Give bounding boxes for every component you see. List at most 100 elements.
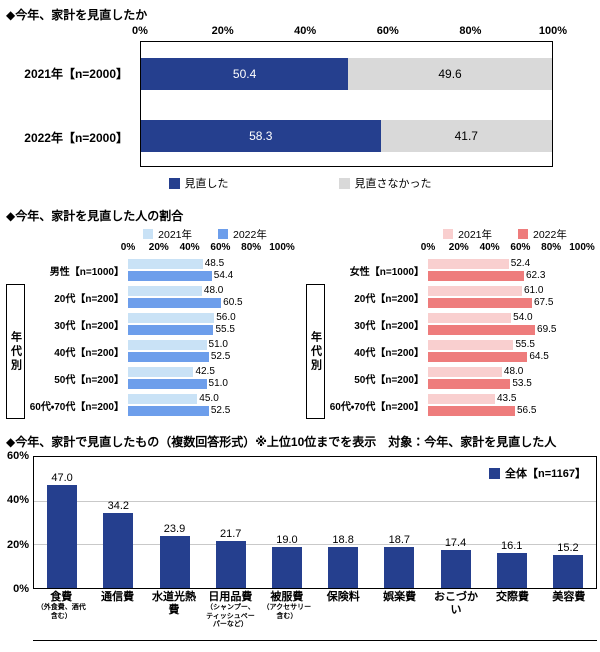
category-label: 20代【n=200】	[354, 294, 424, 305]
x-axis-tick: 80%	[459, 25, 482, 37]
x-axis-tick: 100%	[538, 25, 568, 37]
bar	[47, 485, 78, 588]
panel-rows: 女性【n=1000】 52.4 62.3 20代【n=200】 61.0 67.5 30代【…	[304, 257, 596, 419]
legend-label: 全体【n=1167】	[504, 468, 586, 480]
value-label: 52.5	[210, 351, 231, 362]
category-label: 日用品費	[208, 591, 253, 603]
stacked-bar-row: 50.4 49.6	[141, 58, 552, 90]
legend-label: 2022年	[533, 228, 567, 241]
x-axis-tick: 100%	[269, 242, 295, 253]
x-axis-tick: 80%	[241, 242, 262, 253]
chart3-plot-area: 全体【n=1167】 47.0 34.2 23.9 21.7 19.0 18.8 18.7 1…	[33, 456, 597, 589]
chart2-panels: 2021年 2022年 0% 20% 40% 60% 80% 100% 年代別 男性【n=1000…	[0, 226, 600, 419]
value-label: 56.0	[216, 312, 236, 323]
bar-slot: 21.7	[203, 457, 259, 588]
category-label: 2021年【n=2000】	[24, 66, 128, 81]
bar-2022	[428, 271, 524, 281]
x-axis-tick: 100%	[569, 242, 595, 253]
x-axis-tick: 40%	[179, 242, 200, 253]
bar-slot: 18.7	[371, 457, 427, 588]
bar-track: 48.0 60.5	[128, 284, 282, 311]
chart1-plot-area: 50.4 49.6 58.3 41.7	[140, 41, 553, 167]
bar-slot: 18.8	[315, 457, 371, 588]
category-label: 60代・70代【n=200】	[29, 402, 124, 413]
value-label: 53.5	[512, 378, 532, 389]
bar-track: 43.5 56.5	[428, 392, 582, 419]
bar-row: 60代・70代【n=200】 43.5 56.5	[304, 392, 596, 419]
bar-2022	[128, 406, 209, 416]
x-axis-tick: 0%	[120, 242, 136, 253]
age-group-bracket: 年代別	[6, 284, 25, 419]
value-label: 47.0	[51, 472, 73, 485]
gridline	[34, 500, 596, 502]
value-label: 69.5	[537, 324, 557, 335]
panel-body: 年代別 男性【n=1000】 48.5 54.4 20代【n=200】 48.0 60.5 3…	[4, 257, 296, 419]
segment-reviewed: 50.4	[141, 58, 349, 90]
y-axis-tick: 40%	[6, 494, 29, 507]
value-label: 34.2	[107, 500, 130, 513]
bars-layer: 47.0 34.2 23.9 21.7 19.0 18.8 18.7 17.4 16.1 15.2	[34, 457, 596, 588]
category-label: 通信費	[101, 591, 135, 603]
bar-track: 48.5 54.4	[128, 257, 282, 284]
y-axis-tick: 0%	[13, 583, 29, 595]
bar-2021	[428, 313, 512, 323]
category-label: 40代【n=200】	[354, 348, 424, 359]
x-category: 娯楽費	[371, 591, 427, 604]
section-items-reviewed: ◆今年、家計で見直したもの（複数回答形式）※上位10位までを表示 対象：今年、家…	[0, 433, 600, 641]
bar-slot: 19.0	[259, 457, 315, 588]
bar-row: 50代【n=200】 42.5 51.0	[4, 365, 296, 392]
bar-2021	[128, 313, 215, 323]
value-label: 56.5	[517, 405, 537, 416]
value-label: 55.5	[515, 339, 535, 350]
legend-swatch	[218, 229, 228, 239]
bar-2022	[128, 352, 209, 362]
bar-track: 45.0 52.5	[128, 392, 282, 419]
value-label: 48.0	[503, 366, 524, 377]
bar-2021	[128, 367, 194, 377]
bar-2021	[128, 259, 203, 269]
bar-track: 52.4 62.3	[428, 257, 582, 284]
legend-swatch	[143, 229, 154, 239]
legend-label: 2022年	[233, 228, 267, 241]
bar-2022	[428, 406, 515, 416]
value-label: 15.2	[557, 541, 579, 554]
bar-2022	[428, 298, 532, 308]
value-label: 48.5	[204, 258, 225, 269]
category-label: 40代【n=200】	[54, 348, 124, 359]
bar-row: 50代【n=200】 48.0 53.5	[304, 365, 596, 392]
bar-row: 30代【n=200】 54.0 69.5	[304, 311, 596, 338]
category-label: 保険料	[326, 591, 360, 603]
value-label: 48.0	[203, 285, 224, 296]
bar-2022	[428, 379, 511, 389]
bar	[384, 547, 415, 588]
chart1: 0% 20% 40% 60% 80% 100% 50.4 49.6 58.3 41.7 2021…	[0, 25, 600, 167]
bar-2021	[128, 340, 207, 350]
category-label: 娯楽費	[383, 591, 417, 603]
value-label: 52.4	[510, 258, 531, 269]
x-axis-tick: 40%	[479, 242, 500, 253]
bar	[552, 554, 583, 588]
category-label: 60代・70代【n=200】	[329, 402, 424, 413]
value-label: 16.1	[501, 539, 523, 552]
x-axis-tick: 0%	[132, 25, 148, 37]
bar-2022	[128, 271, 212, 281]
x-category: 保険料	[315, 591, 371, 604]
bar-slot: 15.2	[540, 457, 596, 588]
x-category: 美容費	[541, 591, 597, 604]
stacked-bar-row: 58.3 41.7	[141, 120, 552, 152]
value-label: 17.4	[444, 537, 467, 550]
chart3-legend: 全体【n=1167】	[488, 465, 586, 481]
x-category: 食費 （外食費、酒代含む）	[33, 591, 89, 621]
bar-track: 42.5 51.0	[128, 365, 282, 392]
y-axis-tick: 60%	[6, 450, 29, 462]
category-label: 交際費	[495, 591, 529, 603]
category-label: 30代【n=200】	[354, 321, 424, 332]
panel-legend: 2021年 2022年	[428, 226, 582, 242]
bar-slot: 23.9	[146, 457, 202, 588]
category-label: おこづかい	[434, 591, 479, 616]
x-category: 日用品費 （シャンプー、ティッシュペーパーなど）	[202, 591, 258, 630]
section-review-share: ◆今年、家計を見直した人の割合 2021年 2022年 0% 20% 40% 60% 80%…	[0, 207, 600, 419]
x-axis-tick: 60%	[210, 242, 231, 253]
x-category: 水道光熱費	[146, 591, 202, 617]
